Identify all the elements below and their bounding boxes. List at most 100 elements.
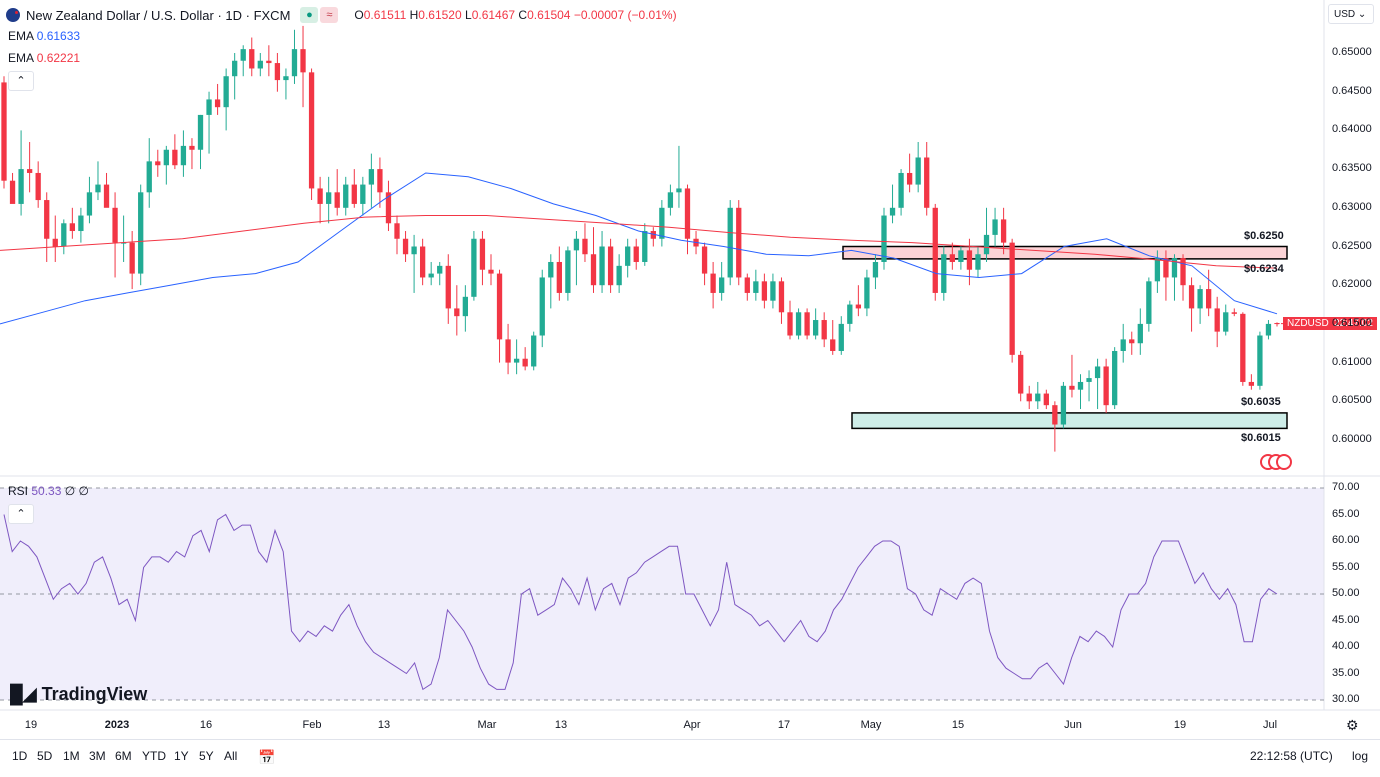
time-tick-label: 13 <box>554 719 568 731</box>
candle-body <box>710 273 716 293</box>
candle-body <box>1 82 7 181</box>
open-value: 0.61511 <box>363 8 407 22</box>
candle-body <box>590 254 597 286</box>
candle-body <box>78 215 84 232</box>
candle-body <box>1120 339 1126 351</box>
collapse-legend-button[interactable]: ⌃ <box>8 71 34 91</box>
candle-body <box>872 261 879 278</box>
candle-body <box>1112 350 1118 406</box>
low-value: 0.61467 <box>471 8 516 22</box>
candle-body <box>138 192 144 274</box>
currency-select[interactable]: USD ⌄ <box>1328 4 1374 24</box>
timeframe-button-5y[interactable]: 5Y <box>199 749 214 763</box>
market-open-icon: ● <box>300 7 319 23</box>
candle-body <box>787 312 793 336</box>
countdown-tag: 22:47:02 <box>1330 317 1377 330</box>
price-tick-label: 0.63500 <box>1332 162 1372 175</box>
clock-display[interactable]: 22:12:58 (UTC) <box>1250 749 1333 763</box>
candle-body <box>889 207 896 216</box>
candle-body <box>240 49 246 61</box>
candle-body <box>274 63 281 81</box>
candle-body <box>445 265 451 309</box>
time-tick-label: May <box>860 719 882 731</box>
candle-body <box>1060 385 1067 425</box>
candle-body <box>505 339 511 363</box>
candle-body <box>1043 393 1049 406</box>
candle-body <box>582 238 588 255</box>
time-tick-label: 13 <box>377 719 391 731</box>
candle-body <box>864 277 870 309</box>
candle-body <box>206 99 212 115</box>
collapse-rsi-button[interactable]: ⌃ <box>8 504 34 524</box>
candle-body <box>223 76 229 108</box>
high-value: 0.61520 <box>418 8 462 22</box>
wave-icon: ≈ <box>320 7 339 23</box>
candle-body <box>1163 258 1169 278</box>
timeframe-button-1m[interactable]: 1M <box>63 749 80 763</box>
candle-body <box>232 60 238 77</box>
ema-fast-line <box>0 172 1278 325</box>
candle-body <box>616 265 622 286</box>
timeframe-button-6m[interactable]: 6M <box>115 749 132 763</box>
rsi-legend[interactable]: RSI 50.33 ∅ ∅ <box>8 484 89 498</box>
candle-body <box>52 238 58 247</box>
timeframe-button-3m[interactable]: 3M <box>89 749 106 763</box>
candle-body <box>1197 289 1203 309</box>
candle-body <box>607 246 614 286</box>
candle-body <box>377 169 383 193</box>
time-tick-label: 17 <box>777 719 791 731</box>
ema-slow-legend[interactable]: EMA 0.62221 <box>8 51 81 65</box>
candle-body <box>924 157 930 208</box>
symbol-title[interactable]: New Zealand Dollar / U.S. Dollar · 1D · … <box>26 7 291 23</box>
candle-body <box>906 172 913 185</box>
candle-body <box>565 250 571 293</box>
ohlc-values: O0.61511 H0.61520 L0.61467 C0.61504 −0.0… <box>354 8 677 22</box>
candle-body <box>830 339 836 351</box>
candle-body <box>462 296 469 317</box>
rsi-tick-label: 45.00 <box>1332 613 1360 626</box>
candle-body <box>496 273 503 340</box>
ema-slow-line <box>0 215 1278 269</box>
change-value: −0.00007 (−0.01%) <box>573 8 677 22</box>
symbol-price-tag: NZDUSD <box>1283 317 1333 330</box>
candle-body <box>394 223 400 239</box>
status-pill[interactable]: ● ≈ <box>300 7 339 23</box>
candle-body <box>1257 335 1263 386</box>
candle-body <box>633 246 639 262</box>
rsi-tick-label: 50.00 <box>1332 587 1360 599</box>
support-zone <box>851 412 1288 430</box>
candle-body <box>625 246 631 266</box>
candle-body <box>257 60 263 69</box>
candle-body <box>18 169 24 204</box>
price-tick-label: 0.60000 <box>1332 433 1372 445</box>
candle-body <box>701 246 708 274</box>
time-tick-label: Feb <box>302 719 322 731</box>
resistance-bottom-label: $0.6234 <box>1244 263 1284 275</box>
economic-events-icon[interactable] <box>1260 454 1292 470</box>
timeframe-button-5d[interactable]: 5D <box>37 749 53 763</box>
timeframe-button-all[interactable]: All <box>224 749 238 763</box>
candle-body <box>855 304 862 309</box>
candle-body <box>454 308 460 317</box>
ema-fast-legend[interactable]: EMA 0.61633 <box>8 29 81 43</box>
candle-body <box>291 49 298 77</box>
candle-body <box>531 335 537 367</box>
candle-body <box>761 281 768 301</box>
date-range-calendar-icon[interactable]: 📅 <box>258 749 276 765</box>
settings-gear-icon[interactable]: ⚙ <box>1346 717 1359 733</box>
timeframe-button-1y[interactable]: 1Y <box>174 749 189 763</box>
log-scale-toggle[interactable]: log <box>1352 749 1369 763</box>
candle-body <box>308 72 315 189</box>
candle-body <box>1223 312 1229 332</box>
timeframe-button-1d[interactable]: 1D <box>12 749 28 763</box>
candle-body <box>684 188 691 239</box>
candle-body <box>1077 381 1084 390</box>
candle-body <box>385 192 392 224</box>
candle-body <box>1129 339 1135 344</box>
currency-flag-icon <box>6 8 20 22</box>
candle-body <box>180 145 187 166</box>
candle-body <box>1265 323 1272 336</box>
timeframe-button-ytd[interactable]: YTD <box>142 749 166 763</box>
bottom-toolbar: 1D 5D 1M 3M 6M YTD 1Y 5Y All 📅 22:12:58 (UTC) lo… <box>0 739 1380 777</box>
